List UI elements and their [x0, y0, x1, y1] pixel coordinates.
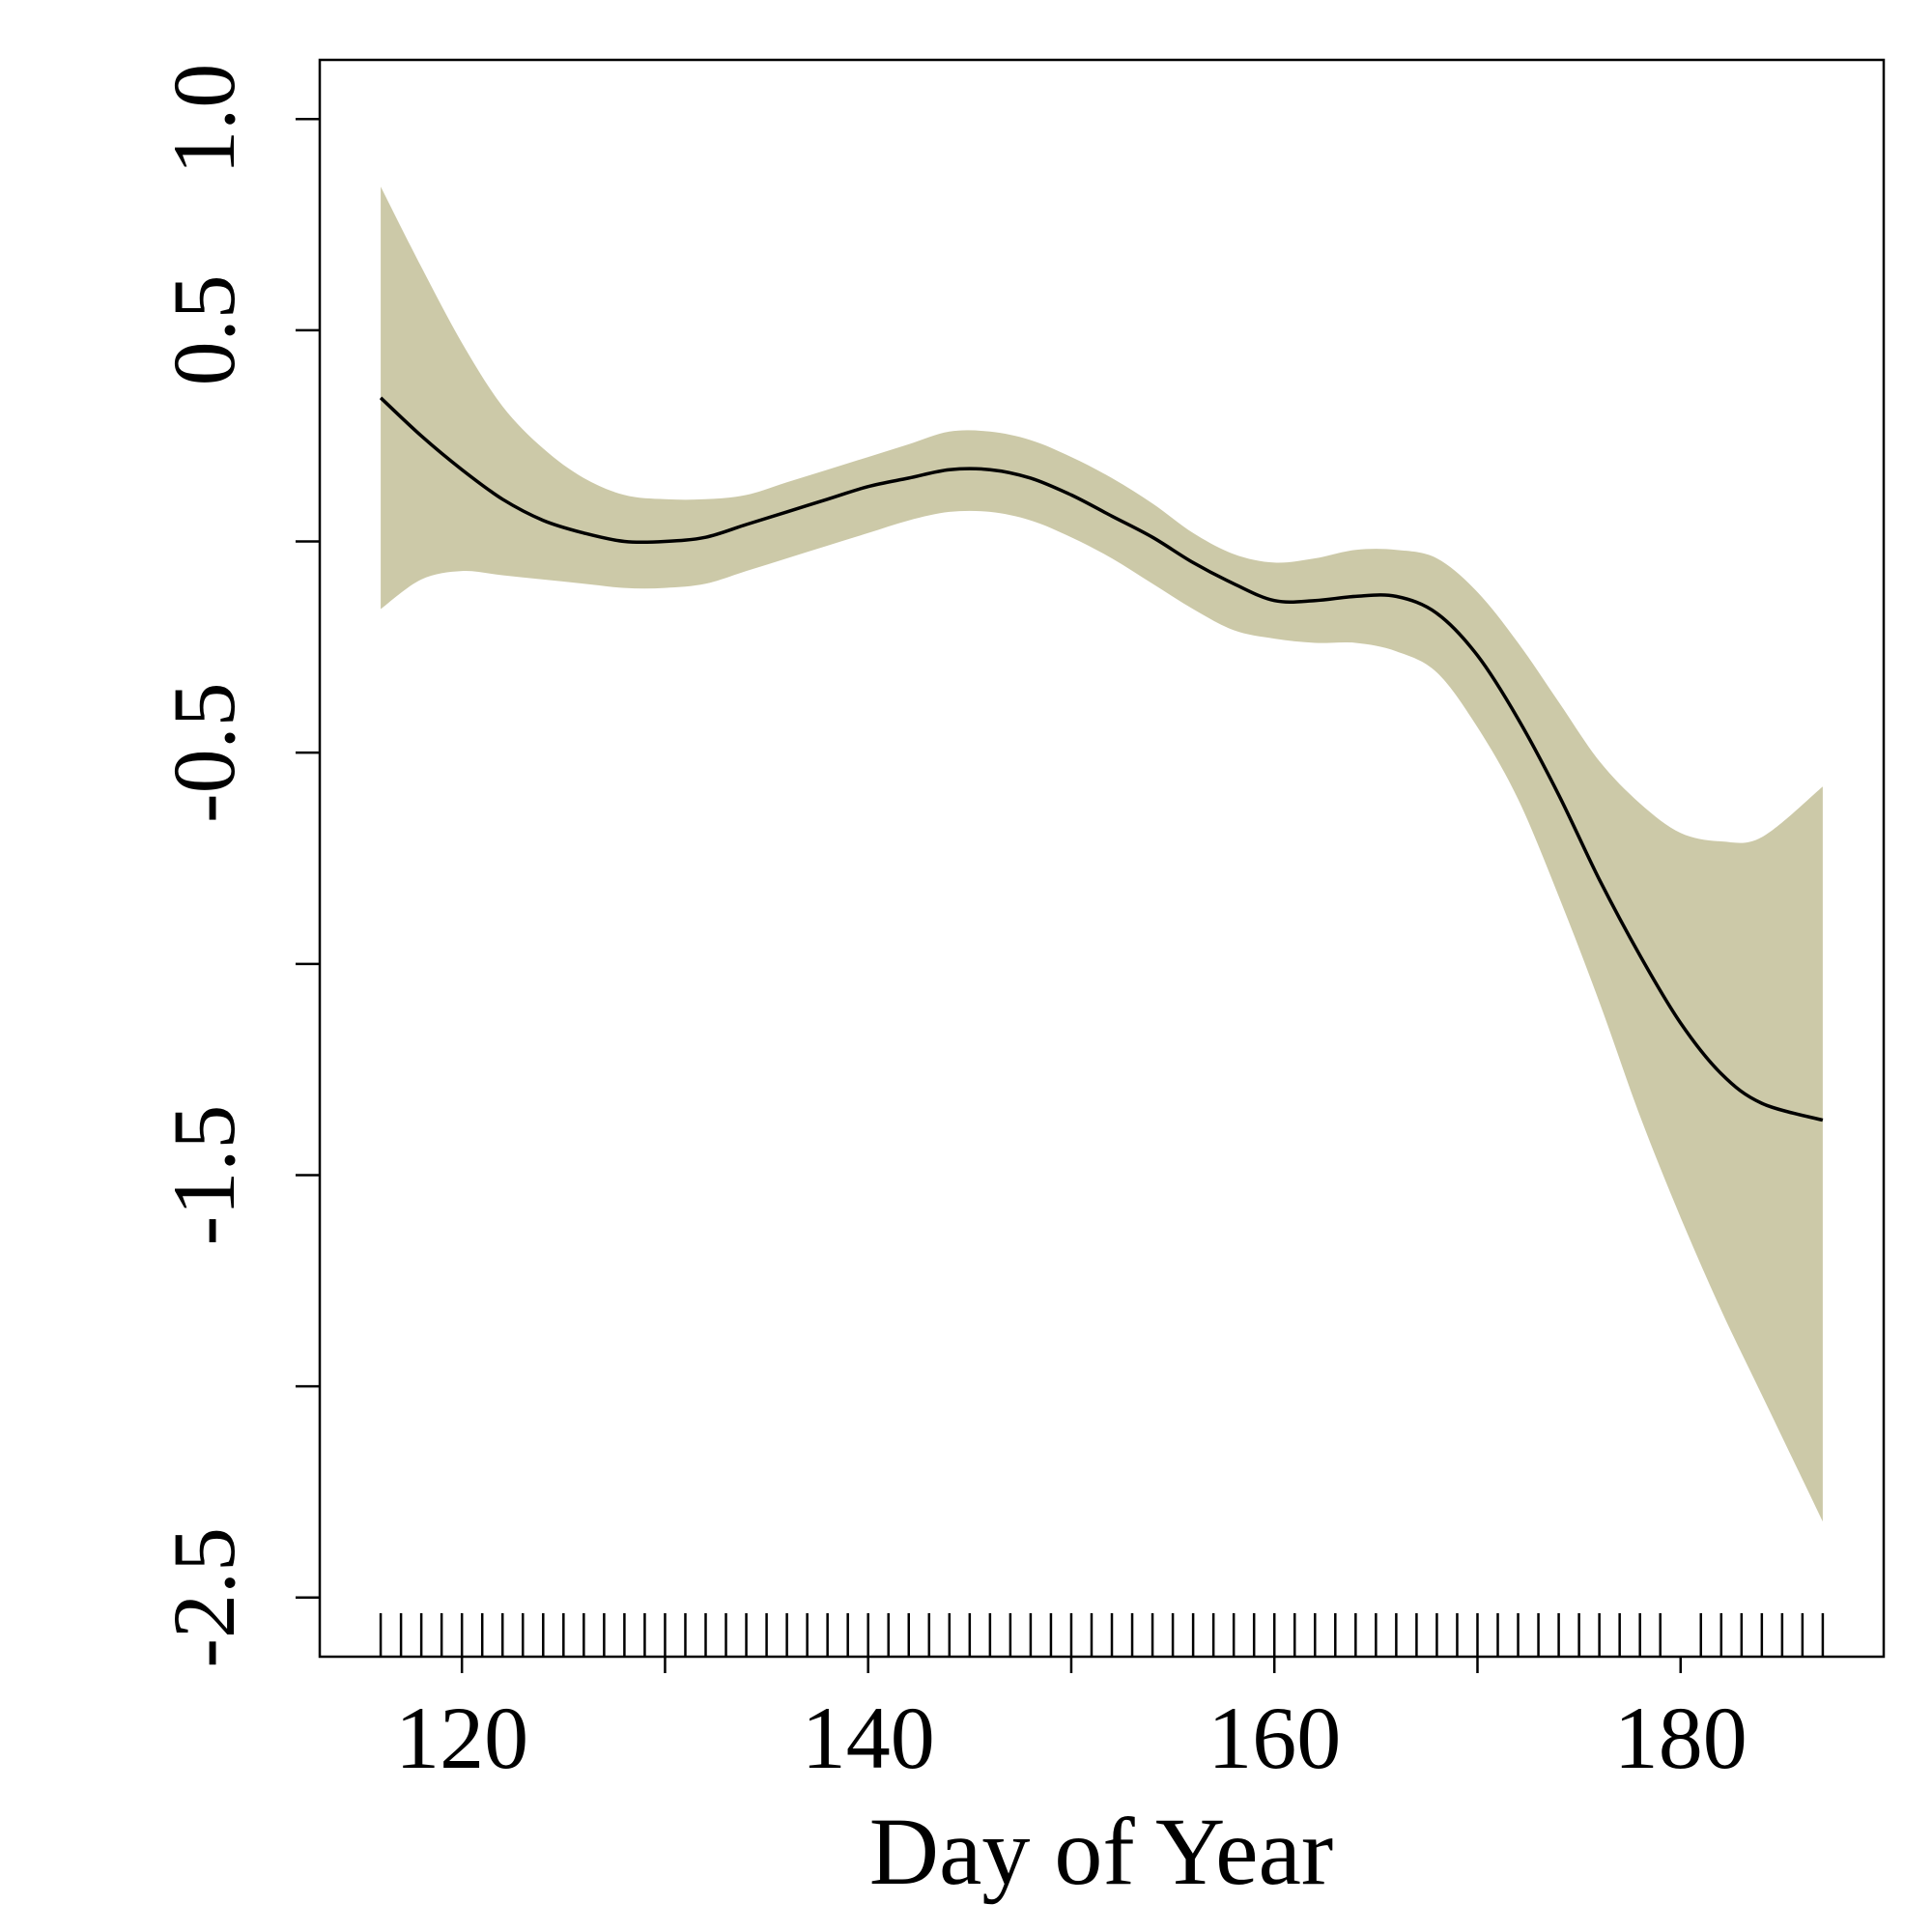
y-tick-label: -2.5 [155, 1527, 253, 1668]
fit-line [379, 396, 1824, 1122]
x-tick-label: 140 [802, 1689, 935, 1787]
confidence-band-layer [381, 186, 1823, 1522]
y-tick-label: 0.5 [155, 274, 253, 385]
y-tick-label: 1.0 [155, 64, 253, 175]
x-axis: 120 140 160 180 [395, 1657, 1747, 1787]
fit-line-layer [379, 396, 1824, 1122]
x-tick-label: 180 [1614, 1689, 1747, 1787]
rug-marks [379, 1613, 1825, 1657]
x-tick-label: 160 [1208, 1689, 1341, 1787]
plot-frame [318, 58, 1886, 1659]
confidence-band [381, 186, 1823, 1522]
x-tick-label: 120 [395, 1689, 528, 1787]
y-tick-label: -1.5 [155, 1105, 253, 1246]
y-axis: 1.0 0.5 -0.5 -1.5 -2.5 [155, 64, 320, 1668]
y-tick-label: -0.5 [155, 682, 253, 823]
x-axis-title: Day of Year [869, 1798, 1333, 1905]
